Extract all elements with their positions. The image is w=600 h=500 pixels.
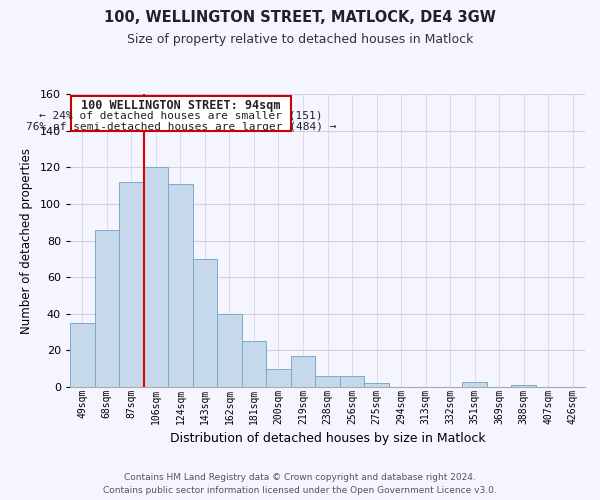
- Text: 76% of semi-detached houses are larger (484) →: 76% of semi-detached houses are larger (…: [26, 122, 336, 132]
- Text: ← 24% of detached houses are smaller (151): ← 24% of detached houses are smaller (15…: [39, 110, 323, 120]
- Text: 100 WELLINGTON STREET: 94sqm: 100 WELLINGTON STREET: 94sqm: [81, 100, 281, 112]
- Bar: [266, 368, 291, 387]
- Bar: [242, 341, 266, 387]
- Bar: [511, 385, 536, 387]
- Bar: [70, 323, 95, 387]
- Y-axis label: Number of detached properties: Number of detached properties: [20, 148, 33, 334]
- Bar: [143, 168, 168, 387]
- Bar: [168, 184, 193, 387]
- Bar: [71, 96, 291, 130]
- Text: Contains HM Land Registry data © Crown copyright and database right 2024.
Contai: Contains HM Land Registry data © Crown c…: [103, 474, 497, 495]
- Bar: [217, 314, 242, 387]
- X-axis label: Distribution of detached houses by size in Matlock: Distribution of detached houses by size …: [170, 432, 485, 445]
- Bar: [119, 182, 143, 387]
- Bar: [291, 356, 315, 387]
- Bar: [364, 384, 389, 387]
- Bar: [340, 376, 364, 387]
- Bar: [315, 376, 340, 387]
- Text: 100, WELLINGTON STREET, MATLOCK, DE4 3GW: 100, WELLINGTON STREET, MATLOCK, DE4 3GW: [104, 10, 496, 25]
- Bar: [95, 230, 119, 387]
- Bar: [463, 382, 487, 387]
- Text: Size of property relative to detached houses in Matlock: Size of property relative to detached ho…: [127, 32, 473, 46]
- Bar: [193, 259, 217, 387]
